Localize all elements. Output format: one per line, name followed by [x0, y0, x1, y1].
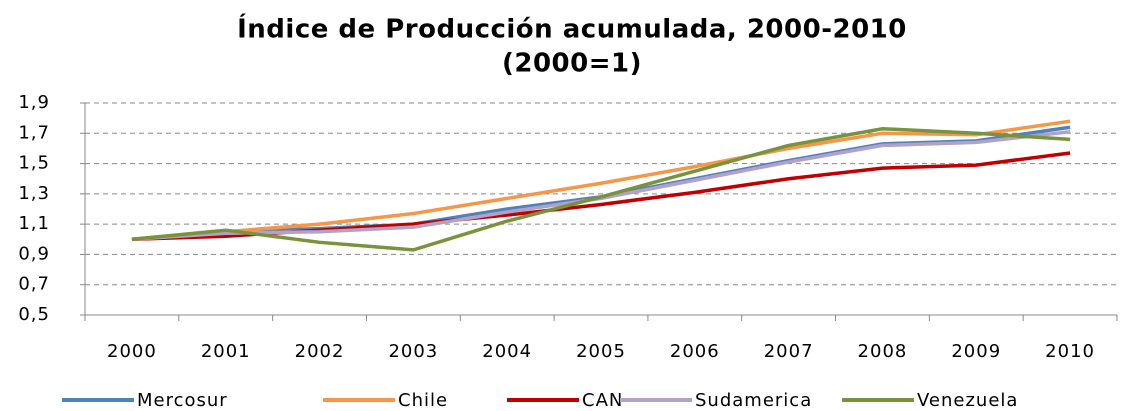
series-line [131, 130, 1071, 242]
y-tick-label: 1,7 [18, 122, 50, 143]
legend-label: CAN [582, 390, 623, 411]
y-tick-label: 1,3 [18, 183, 50, 204]
y-tick-label: 1,5 [18, 153, 50, 174]
x-tick-label: 2004 [482, 341, 532, 362]
y-tick-label: 0,9 [18, 243, 50, 264]
x-tick-label: 2005 [576, 341, 626, 362]
legend-label: Chile [398, 390, 448, 411]
x-tick-label: 2000 [107, 341, 157, 362]
legend-label: Venezuela [917, 390, 1018, 411]
chart-title: Índice de Producción acumulada, 2000-201… [237, 13, 907, 45]
legend-label: Sudamerica [695, 390, 812, 411]
x-tick-label: 2007 [764, 341, 814, 362]
x-tick-label: 2009 [951, 341, 1001, 362]
y-tick-label: 0,5 [18, 304, 50, 325]
x-tick-label: 2003 [388, 341, 438, 362]
chart-subtitle: (2000=1) [502, 49, 642, 79]
x-tick-label: 2002 [295, 341, 345, 362]
y-tick-label: 1,1 [18, 213, 50, 234]
legend-label: Mercosur [137, 390, 228, 411]
series-line [131, 119, 1071, 242]
x-tick-label: 2006 [670, 341, 720, 362]
x-tick-label: 2001 [201, 341, 251, 362]
y-tick-label: 1,9 [18, 92, 50, 113]
x-tick-label: 2010 [1045, 341, 1095, 362]
x-tick-label: 2008 [858, 341, 908, 362]
series-line [131, 126, 1071, 252]
y-tick-label: 0,7 [18, 274, 50, 295]
